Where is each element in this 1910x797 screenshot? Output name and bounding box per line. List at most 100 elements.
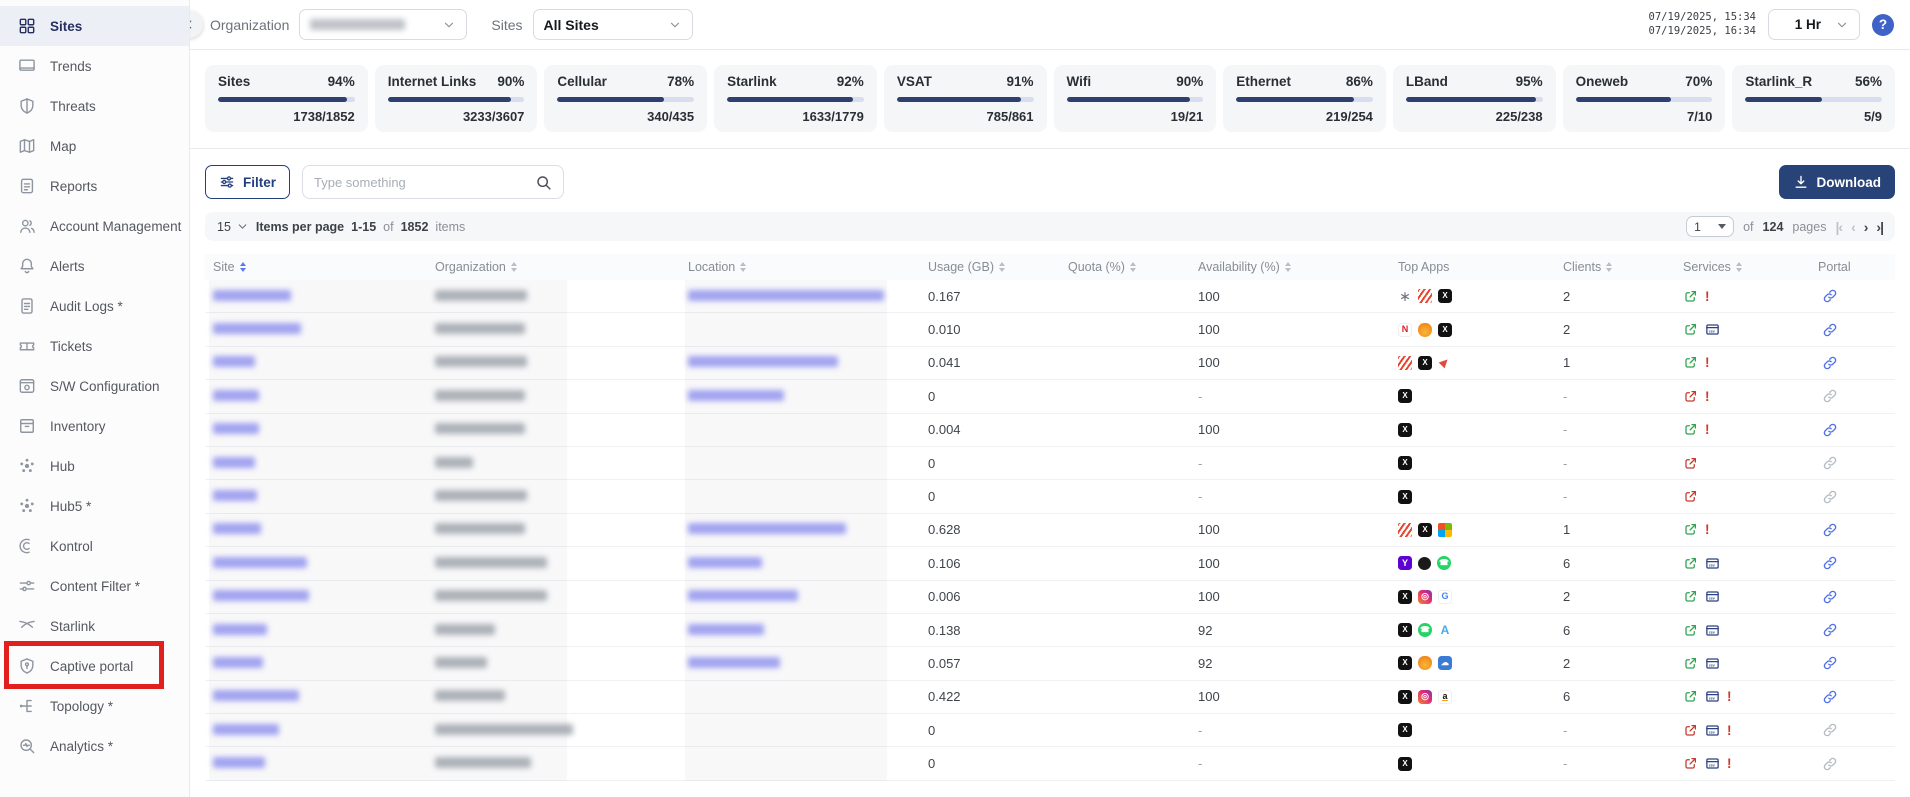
sidebar-item-analytics[interactable]: Analytics * (0, 726, 189, 766)
site-link-redacted[interactable] (213, 523, 261, 535)
portal-link-icon[interactable] (1822, 589, 1895, 605)
site-cell[interactable] (205, 656, 427, 671)
sort-arrows-icon[interactable] (1129, 262, 1136, 272)
site-link-redacted[interactable] (213, 289, 291, 301)
site-cell[interactable] (205, 522, 427, 537)
column-header-services[interactable]: Services (1675, 260, 1810, 274)
site-cell[interactable] (205, 456, 427, 471)
open-portal-icon[interactable] (1683, 355, 1698, 370)
sort-arrows-icon[interactable] (999, 262, 1005, 272)
sidebar-item-reports[interactable]: Reports (0, 166, 189, 206)
open-portal-icon[interactable] (1683, 723, 1698, 738)
site-link-redacted[interactable] (213, 556, 307, 568)
sidebar-item-hub[interactable]: Hub (0, 446, 189, 486)
site-cell[interactable] (205, 756, 427, 771)
sidebar-item-starlink[interactable]: Starlink (0, 606, 189, 646)
open-portal-icon[interactable] (1683, 522, 1698, 537)
sidebar-item-trends[interactable]: Trends (0, 46, 189, 86)
open-portal-icon[interactable] (1683, 623, 1698, 638)
site-link-redacted[interactable] (213, 323, 301, 335)
sidebar-item-audit-logs[interactable]: Audit Logs * (0, 286, 189, 326)
sidebar-item-s-w-configuration[interactable]: S/W Configuration (0, 366, 189, 406)
open-portal-icon[interactable] (1683, 556, 1698, 571)
csv-export-icon[interactable]: csv (1705, 623, 1720, 638)
page-size-select[interactable]: 15 (217, 220, 249, 234)
site-cell[interactable] (205, 389, 427, 404)
filter-button[interactable]: Filter (205, 165, 291, 199)
site-link-redacted[interactable] (213, 757, 265, 769)
site-cell[interactable] (205, 289, 427, 304)
portal-link-icon[interactable] (1822, 655, 1895, 671)
location-link-redacted[interactable] (688, 590, 798, 602)
sort-arrows-icon[interactable] (510, 262, 517, 272)
sidebar-item-inventory[interactable]: Inventory (0, 406, 189, 446)
column-header-quota[interactable]: Quota (%) (1060, 260, 1190, 274)
csv-export-icon[interactable]: csv (1705, 756, 1720, 771)
csv-export-icon[interactable]: csv (1705, 689, 1720, 704)
site-link-redacted[interactable] (213, 656, 263, 668)
site-link-redacted[interactable] (213, 723, 279, 735)
warning-exclamation-icon[interactable]: ! (1705, 288, 1710, 304)
next-page-button[interactable]: › (1863, 218, 1869, 235)
location-cell[interactable] (680, 589, 920, 604)
csv-export-icon[interactable]: csv (1705, 322, 1720, 337)
warning-exclamation-icon[interactable]: ! (1705, 388, 1710, 404)
column-header-site[interactable]: Site (205, 260, 427, 274)
column-header-clients[interactable]: Clients (1555, 260, 1675, 274)
sidebar-item-threats[interactable]: Threats (0, 86, 189, 126)
search-icon[interactable] (535, 174, 552, 191)
sort-arrows-icon[interactable] (1606, 262, 1613, 272)
site-link-redacted[interactable] (213, 490, 257, 502)
open-portal-icon[interactable] (1683, 756, 1698, 771)
location-link-redacted[interactable] (688, 623, 764, 635)
sort-arrows-icon[interactable] (1735, 262, 1742, 272)
site-link-redacted[interactable] (213, 356, 255, 368)
sidebar-item-account-management[interactable]: Account Management (0, 206, 189, 246)
sidebar-item-topology[interactable]: Topology * (0, 686, 189, 726)
column-header-availability[interactable]: Availability (%) (1190, 260, 1390, 274)
csv-export-icon[interactable]: csv (1705, 556, 1720, 571)
sidebar-item-content-filter[interactable]: Content Filter * (0, 566, 189, 606)
site-link-redacted[interactable] (213, 590, 309, 602)
portal-link-icon[interactable] (1822, 288, 1895, 304)
portal-link-icon[interactable] (1822, 622, 1895, 638)
sidebar-item-tickets[interactable]: Tickets (0, 326, 189, 366)
open-portal-icon[interactable] (1683, 656, 1698, 671)
open-portal-icon[interactable] (1683, 389, 1698, 404)
open-portal-icon[interactable] (1683, 456, 1698, 471)
portal-link-icon[interactable] (1822, 422, 1895, 438)
csv-export-icon[interactable]: csv (1705, 656, 1720, 671)
portal-link-icon[interactable] (1822, 355, 1895, 371)
page-number-select[interactable]: 1 (1686, 216, 1735, 237)
sort-arrows-icon[interactable] (239, 262, 246, 272)
column-header-location[interactable]: Location (680, 260, 920, 274)
location-cell[interactable] (680, 656, 920, 671)
site-cell[interactable] (205, 489, 427, 504)
csv-export-icon[interactable]: csv (1705, 723, 1720, 738)
sidebar-item-hub5[interactable]: Hub5 * (0, 486, 189, 526)
column-header-organization[interactable]: Organization (427, 260, 680, 274)
location-link-redacted[interactable] (688, 289, 884, 301)
download-button[interactable]: Download (1778, 165, 1895, 199)
portal-link-icon[interactable] (1822, 555, 1895, 571)
location-link-redacted[interactable] (688, 356, 838, 368)
open-portal-icon[interactable] (1683, 322, 1698, 337)
warning-exclamation-icon[interactable]: ! (1727, 689, 1732, 705)
sidebar-item-alerts[interactable]: Alerts (0, 246, 189, 286)
site-cell[interactable] (205, 322, 427, 337)
csv-export-icon[interactable]: csv (1705, 589, 1720, 604)
time-range-select[interactable]: 1 Hr (1768, 9, 1860, 40)
site-cell[interactable] (205, 689, 427, 704)
location-cell[interactable] (680, 522, 920, 537)
site-link-redacted[interactable] (213, 389, 259, 401)
site-link-redacted[interactable] (213, 690, 299, 702)
sort-arrows-icon[interactable] (1284, 262, 1291, 272)
portal-link-icon[interactable] (1822, 722, 1895, 738)
location-cell[interactable] (680, 289, 920, 304)
warning-exclamation-icon[interactable]: ! (1727, 756, 1732, 772)
help-button[interactable]: ? (1872, 13, 1894, 36)
first-page-button[interactable]: |‹ (1835, 218, 1843, 235)
warning-exclamation-icon[interactable]: ! (1705, 422, 1710, 438)
portal-link-icon[interactable] (1822, 689, 1895, 705)
site-cell[interactable] (205, 355, 427, 370)
